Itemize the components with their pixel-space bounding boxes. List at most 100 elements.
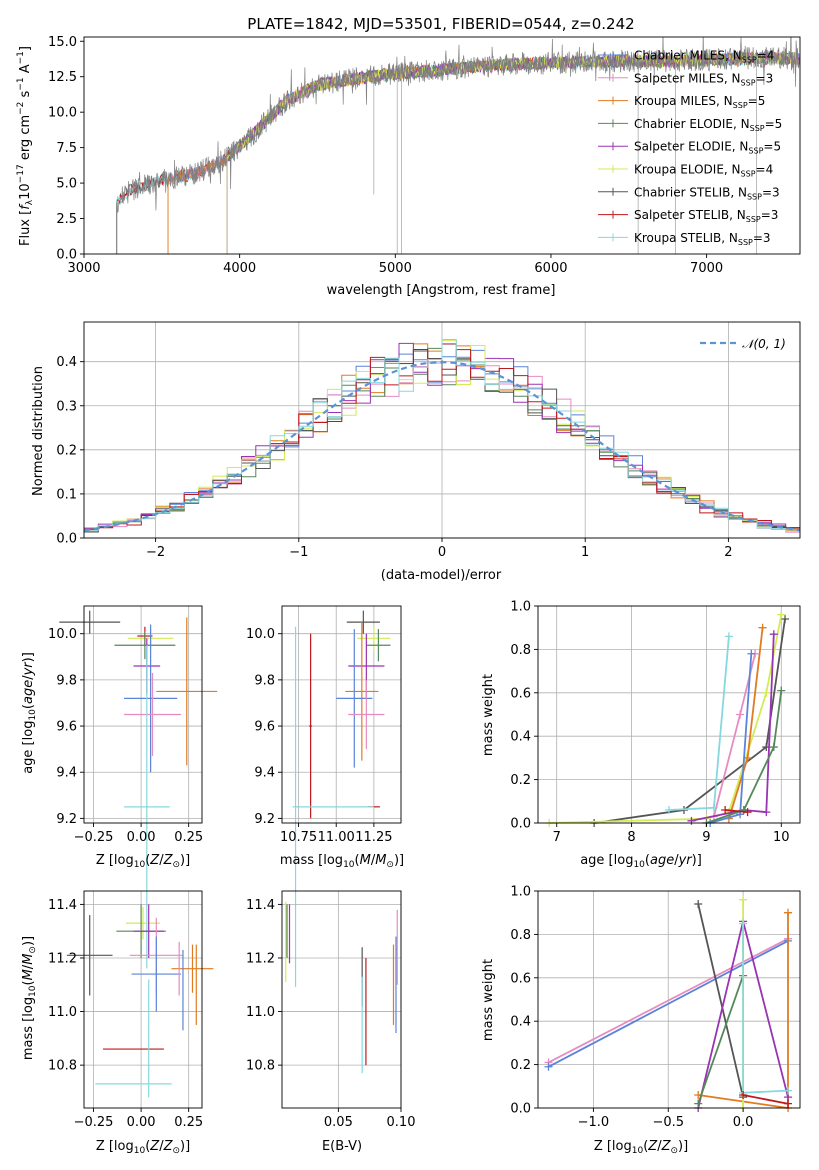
spectrum-title: PLATE=1842, MJD=53501, FIBERID=0544, z=0… — [247, 15, 634, 33]
legend-label-chabrier_stelib: Chabrier STELIB, NSSP=3 — [634, 185, 780, 201]
x-tick-label: 10.75 — [280, 830, 317, 845]
weight-marker-salpeter_miles — [736, 710, 745, 719]
weight-line-chabrier_miles — [709, 653, 753, 824]
y-tick-label: 15.0 — [48, 35, 77, 50]
x-tick-label: 0.00 — [127, 1115, 156, 1130]
axes-frame — [281, 605, 402, 824]
spectrum-legend: Chabrier MILES, NSSP=4 Salpeter MILES, NS… — [598, 49, 782, 247]
x-tick-label: 8 — [627, 830, 635, 845]
y-tick-label: 10.0 — [48, 627, 77, 642]
residual-histogram-salpeter_stelib — [84, 349, 800, 531]
y-tick-label: 0.2 — [510, 773, 531, 788]
weight-marker-chabrier_elodie — [769, 743, 778, 752]
x-tick-label: 9 — [702, 830, 710, 845]
residual-histogram-kroupa_stelib — [84, 339, 800, 531]
y-tick-label: 11.0 — [48, 1005, 77, 1020]
residuals-plot: −2 −1 0 1 2 0.0 0.1 0.2 0.3 0.4 — [56, 321, 801, 560]
residuals-legend: 𝒩(0, 1) — [700, 337, 786, 351]
y-tick-label: 10.8 — [246, 1059, 275, 1074]
age-vs-z-ylabel: age [log10(age/yr)] — [21, 652, 38, 774]
weight-marker-chabrier_miles — [544, 1062, 553, 1071]
weight-marker-kroupa_stelib — [709, 803, 718, 812]
y-tick-label: 11.4 — [48, 898, 77, 913]
mass-vs-ebv-xlabel: E(B-V) — [322, 1139, 362, 1154]
spectrum-plot: 3000 4000 5000 6000 7000 0.0 2.5 5.0 7.5 10.0 12.5… — [48, 35, 801, 276]
y-tick-label: 0.4 — [510, 730, 531, 745]
y-tick-label: 0.2 — [510, 1058, 531, 1073]
y-tick-label: 9.8 — [254, 673, 275, 688]
y-tick-label: 0.6 — [510, 971, 531, 986]
y-tick-label: 2.5 — [56, 212, 77, 227]
x-tick-label: −0.25 — [74, 1115, 114, 1130]
x-tick-label: 0.25 — [174, 830, 203, 845]
x-tick-label: 0 — [438, 545, 446, 560]
x-tick-label: 0.10 — [387, 1115, 416, 1130]
x-tick-label: 10 — [773, 830, 790, 845]
gauss-legend-label: 𝒩(0, 1) — [742, 337, 786, 351]
x-tick-label: −0.5 — [652, 1115, 684, 1130]
y-tick-label: 10.0 — [48, 106, 77, 121]
weight-line-chabrier_miles — [548, 940, 789, 1068]
weight-marker-kroupa_miles — [758, 623, 767, 632]
weight-marker-kroupa_stelib — [739, 919, 748, 928]
weight-vs-age-xlabel: age [log10(age/yr)] — [580, 853, 702, 870]
y-tick-label: 0.6 — [510, 686, 531, 701]
y-tick-label: 11.2 — [246, 951, 275, 966]
age-vs-mass-plot: 10.75 11.00 11.25 9.2 9.4 9.6 9.8 10.0 — [246, 605, 402, 987]
y-tick-label: 9.6 — [56, 720, 77, 735]
weight-vs-age-plot: 7 8 9 10 0.0 0.2 0.4 0.6 0.8 1.0 — [510, 600, 801, 845]
y-tick-label: 11.4 — [246, 898, 275, 913]
spectrum-xlabel: wavelength [Angstrom, rest frame] — [327, 283, 556, 298]
y-tick-label: 9.2 — [56, 812, 77, 827]
legend-label-chabrier_elodie: Chabrier ELODIE, NSSP=5 — [634, 117, 782, 133]
x-tick-label: 0.25 — [174, 1115, 203, 1130]
x-tick-label: 6000 — [534, 261, 567, 276]
y-tick-label: 10.0 — [246, 627, 275, 642]
spectrum-ylabel: Flux [fλ10−17 erg cm−2 s−1 A−1] — [16, 46, 35, 246]
y-tick-label: 12.5 — [48, 70, 77, 85]
x-tick-label: −1.0 — [578, 1115, 610, 1130]
x-tick-label: −1 — [289, 545, 308, 560]
y-tick-label: 7.5 — [56, 141, 77, 156]
weight-marker-kroupa_stelib — [724, 632, 733, 641]
y-tick-label: 0.8 — [510, 928, 531, 943]
x-tick-label: 1 — [581, 545, 589, 560]
weight-marker-chabrier_elodie — [694, 1099, 703, 1108]
axes-frame — [537, 605, 801, 824]
y-tick-label: 0.4 — [56, 355, 77, 370]
y-tick-label: 0.0 — [56, 248, 77, 263]
legend-label-kroupa_miles: Kroupa MILES, NSSP=5 — [634, 94, 765, 110]
y-tick-label: 9.4 — [254, 766, 275, 781]
weight-line-chabrier_elodie — [706, 690, 783, 824]
x-tick-label: −0.25 — [74, 830, 114, 845]
mass-vs-ebv-plot: 0.05 0.10 10.8 11.0 11.2 11.4 — [246, 890, 416, 1130]
weight-marker-kroupa_elodie — [762, 688, 771, 697]
y-tick-label: 0.1 — [56, 487, 77, 502]
residuals-ylabel: Normed distribution — [31, 366, 46, 496]
weight-vs-z-plot: −1.0 −0.5 0.0 0.0 0.2 0.4 0.6 0.8 1.0 — [510, 885, 801, 1130]
weight-marker-salpeter_stelib — [743, 808, 752, 817]
y-tick-label: 1.0 — [510, 885, 531, 900]
weight-marker-salpeter_stelib — [739, 1090, 748, 1099]
weight-line-salpeter_miles — [548, 937, 789, 1064]
weight-line-chabrier_stelib — [593, 618, 786, 824]
axes-frame — [83, 36, 801, 255]
y-tick-label: 0.0 — [510, 817, 531, 832]
mass-vs-z-plot: −0.25 0.00 0.25 10.8 11.0 11.2 11.4 — [48, 890, 214, 1130]
weight-marker-kroupa_stelib — [784, 1086, 793, 1095]
weight-vs-z-ylabel: mass weight — [481, 959, 496, 1041]
weight-line-chabrier_stelib — [697, 903, 744, 1098]
y-tick-label: 11.2 — [48, 951, 77, 966]
weight-marker-chabrier_stelib — [781, 615, 790, 624]
weight-marker-kroupa_miles — [784, 908, 793, 917]
legend-label-chabrier_miles: Chabrier MILES, NSSP=4 — [634, 49, 774, 65]
y-tick-label: 0.0 — [510, 1102, 531, 1117]
x-tick-label: 11.25 — [355, 830, 392, 845]
weight-marker-kroupa_stelib — [665, 805, 673, 814]
spectrum-data-line — [116, 37, 800, 254]
x-tick-label: 2 — [724, 545, 732, 560]
y-tick-label: 11.0 — [246, 1005, 275, 1020]
y-tick-label: 9.2 — [254, 812, 275, 827]
weight-marker-kroupa_elodie — [777, 610, 786, 619]
